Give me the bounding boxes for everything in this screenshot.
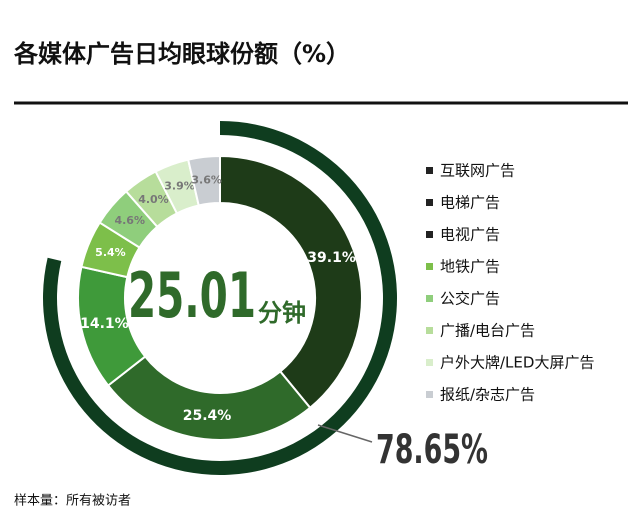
legend-marker [426, 231, 433, 238]
legend-marker [426, 391, 433, 398]
legend-label: 公交广告 [440, 290, 500, 308]
chart-title: 各媒体广告日均眼球份额（%） [13, 40, 350, 68]
legend-marker [426, 199, 433, 206]
legend-marker [426, 263, 433, 270]
center-value: 25.01 [128, 259, 256, 332]
legend-label: 互联网广告 [440, 162, 515, 180]
center-unit: 分钟 [258, 299, 306, 327]
legend-label: 地铁广告 [440, 258, 500, 276]
legend-label: 电梯广告 [440, 194, 500, 212]
slice-label: 4.0% [138, 193, 169, 206]
slice-label: 4.6% [114, 214, 145, 227]
legend-label: 户外大牌/LED大屏广告 [440, 354, 594, 372]
slice-label: 39.1% [307, 250, 356, 266]
legend-label: 报纸/杂志广告 [440, 386, 535, 404]
donut-slice [106, 355, 312, 441]
slice-label: 5.4% [95, 246, 126, 259]
legend-marker [426, 295, 433, 302]
slice-label: 3.9% [164, 180, 195, 193]
donut-slice [219, 154, 363, 410]
legend-marker [426, 167, 433, 174]
legend-marker [426, 327, 433, 334]
leader-line [317, 424, 373, 443]
donut-slice [186, 154, 221, 207]
slice-label: 14.1% [80, 316, 129, 332]
legend-label: 电视广告 [440, 226, 500, 244]
highlight-label: 78.65% [376, 427, 488, 473]
footnote: 样本量：所有被访者 [14, 494, 131, 509]
slice-label: 3.6% [191, 173, 222, 186]
slice-label: 25.4% [183, 408, 232, 424]
legend-marker [426, 359, 433, 366]
legend-label: 广播/电台广告 [440, 322, 535, 340]
